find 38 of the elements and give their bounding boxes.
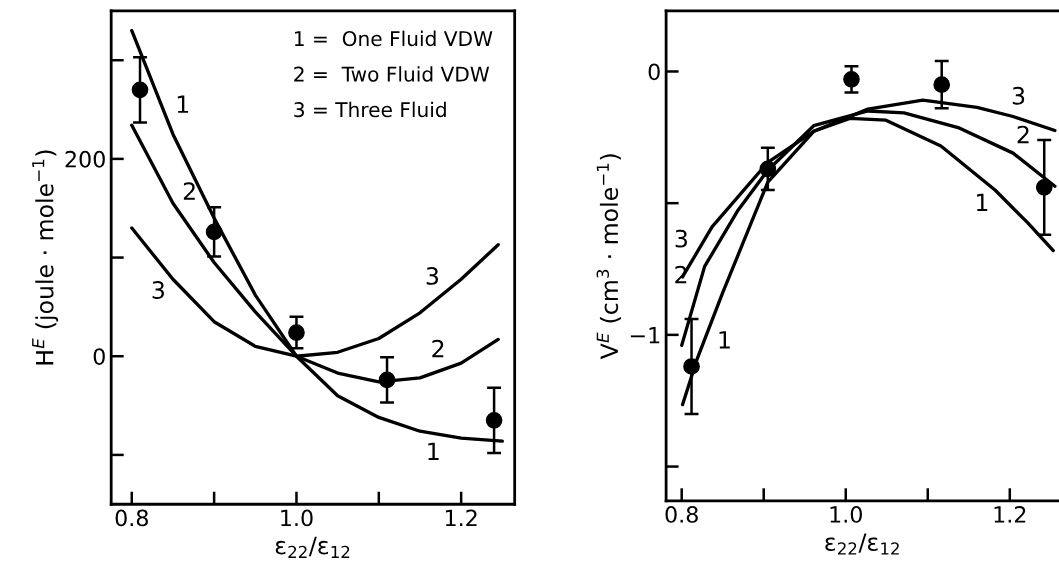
annotation: 1 = One Fluid VDW bbox=[294, 30, 493, 47]
annotation: 1 bbox=[977, 193, 988, 211]
x-tick-label: 0.8 bbox=[665, 506, 698, 523]
point bbox=[933, 76, 951, 93]
point bbox=[683, 358, 700, 375]
annotation: 3 bbox=[152, 281, 164, 299]
x-tick-label: 1.2 bbox=[445, 509, 477, 526]
y-axis-title: V$^{E}$ (cm$^{3}$ · mole$^{−1}$) bbox=[596, 154, 621, 360]
annotation: 2 bbox=[183, 182, 195, 200]
y-tick-label: −1 bbox=[630, 327, 660, 344]
annotation: 2 = Two Fluid VDW bbox=[294, 66, 490, 82]
x-axis-title: ε$_{22}$/ε$_{12}$ bbox=[275, 536, 350, 558]
x-tick-label: 1.0 bbox=[830, 506, 862, 523]
y-axis-title: H$^{E}$ (joule · mole$^{−1}$) bbox=[32, 150, 59, 365]
y-tick-label: 0 bbox=[93, 348, 105, 365]
annotation: 2 bbox=[1017, 125, 1029, 144]
y-tick-label: 0 bbox=[648, 63, 660, 81]
y-tick-label: 200 bbox=[65, 150, 105, 168]
annotation: 3 = Three Fluid bbox=[294, 101, 446, 118]
annotation: 3 bbox=[675, 229, 687, 248]
point bbox=[843, 71, 860, 88]
point bbox=[288, 324, 305, 341]
point bbox=[205, 223, 223, 241]
annotation: 1 bbox=[428, 442, 439, 460]
annotation: 3 bbox=[1012, 86, 1025, 105]
annotation: 3 bbox=[426, 267, 439, 285]
x-tick-label: 1.2 bbox=[994, 506, 1026, 523]
point bbox=[759, 160, 777, 178]
annotation: 1 bbox=[719, 331, 730, 349]
annotation: 2 bbox=[432, 339, 444, 358]
x-tick-label: 0.8 bbox=[115, 509, 148, 527]
x-axis-title: ε$_{22}$/ε$_{12}$ bbox=[825, 533, 899, 555]
point bbox=[485, 412, 503, 429]
point bbox=[1035, 179, 1053, 196]
x-tick-label: 1.0 bbox=[281, 509, 313, 527]
point bbox=[131, 81, 149, 99]
point bbox=[378, 371, 396, 389]
annotation: 1 bbox=[177, 95, 189, 113]
